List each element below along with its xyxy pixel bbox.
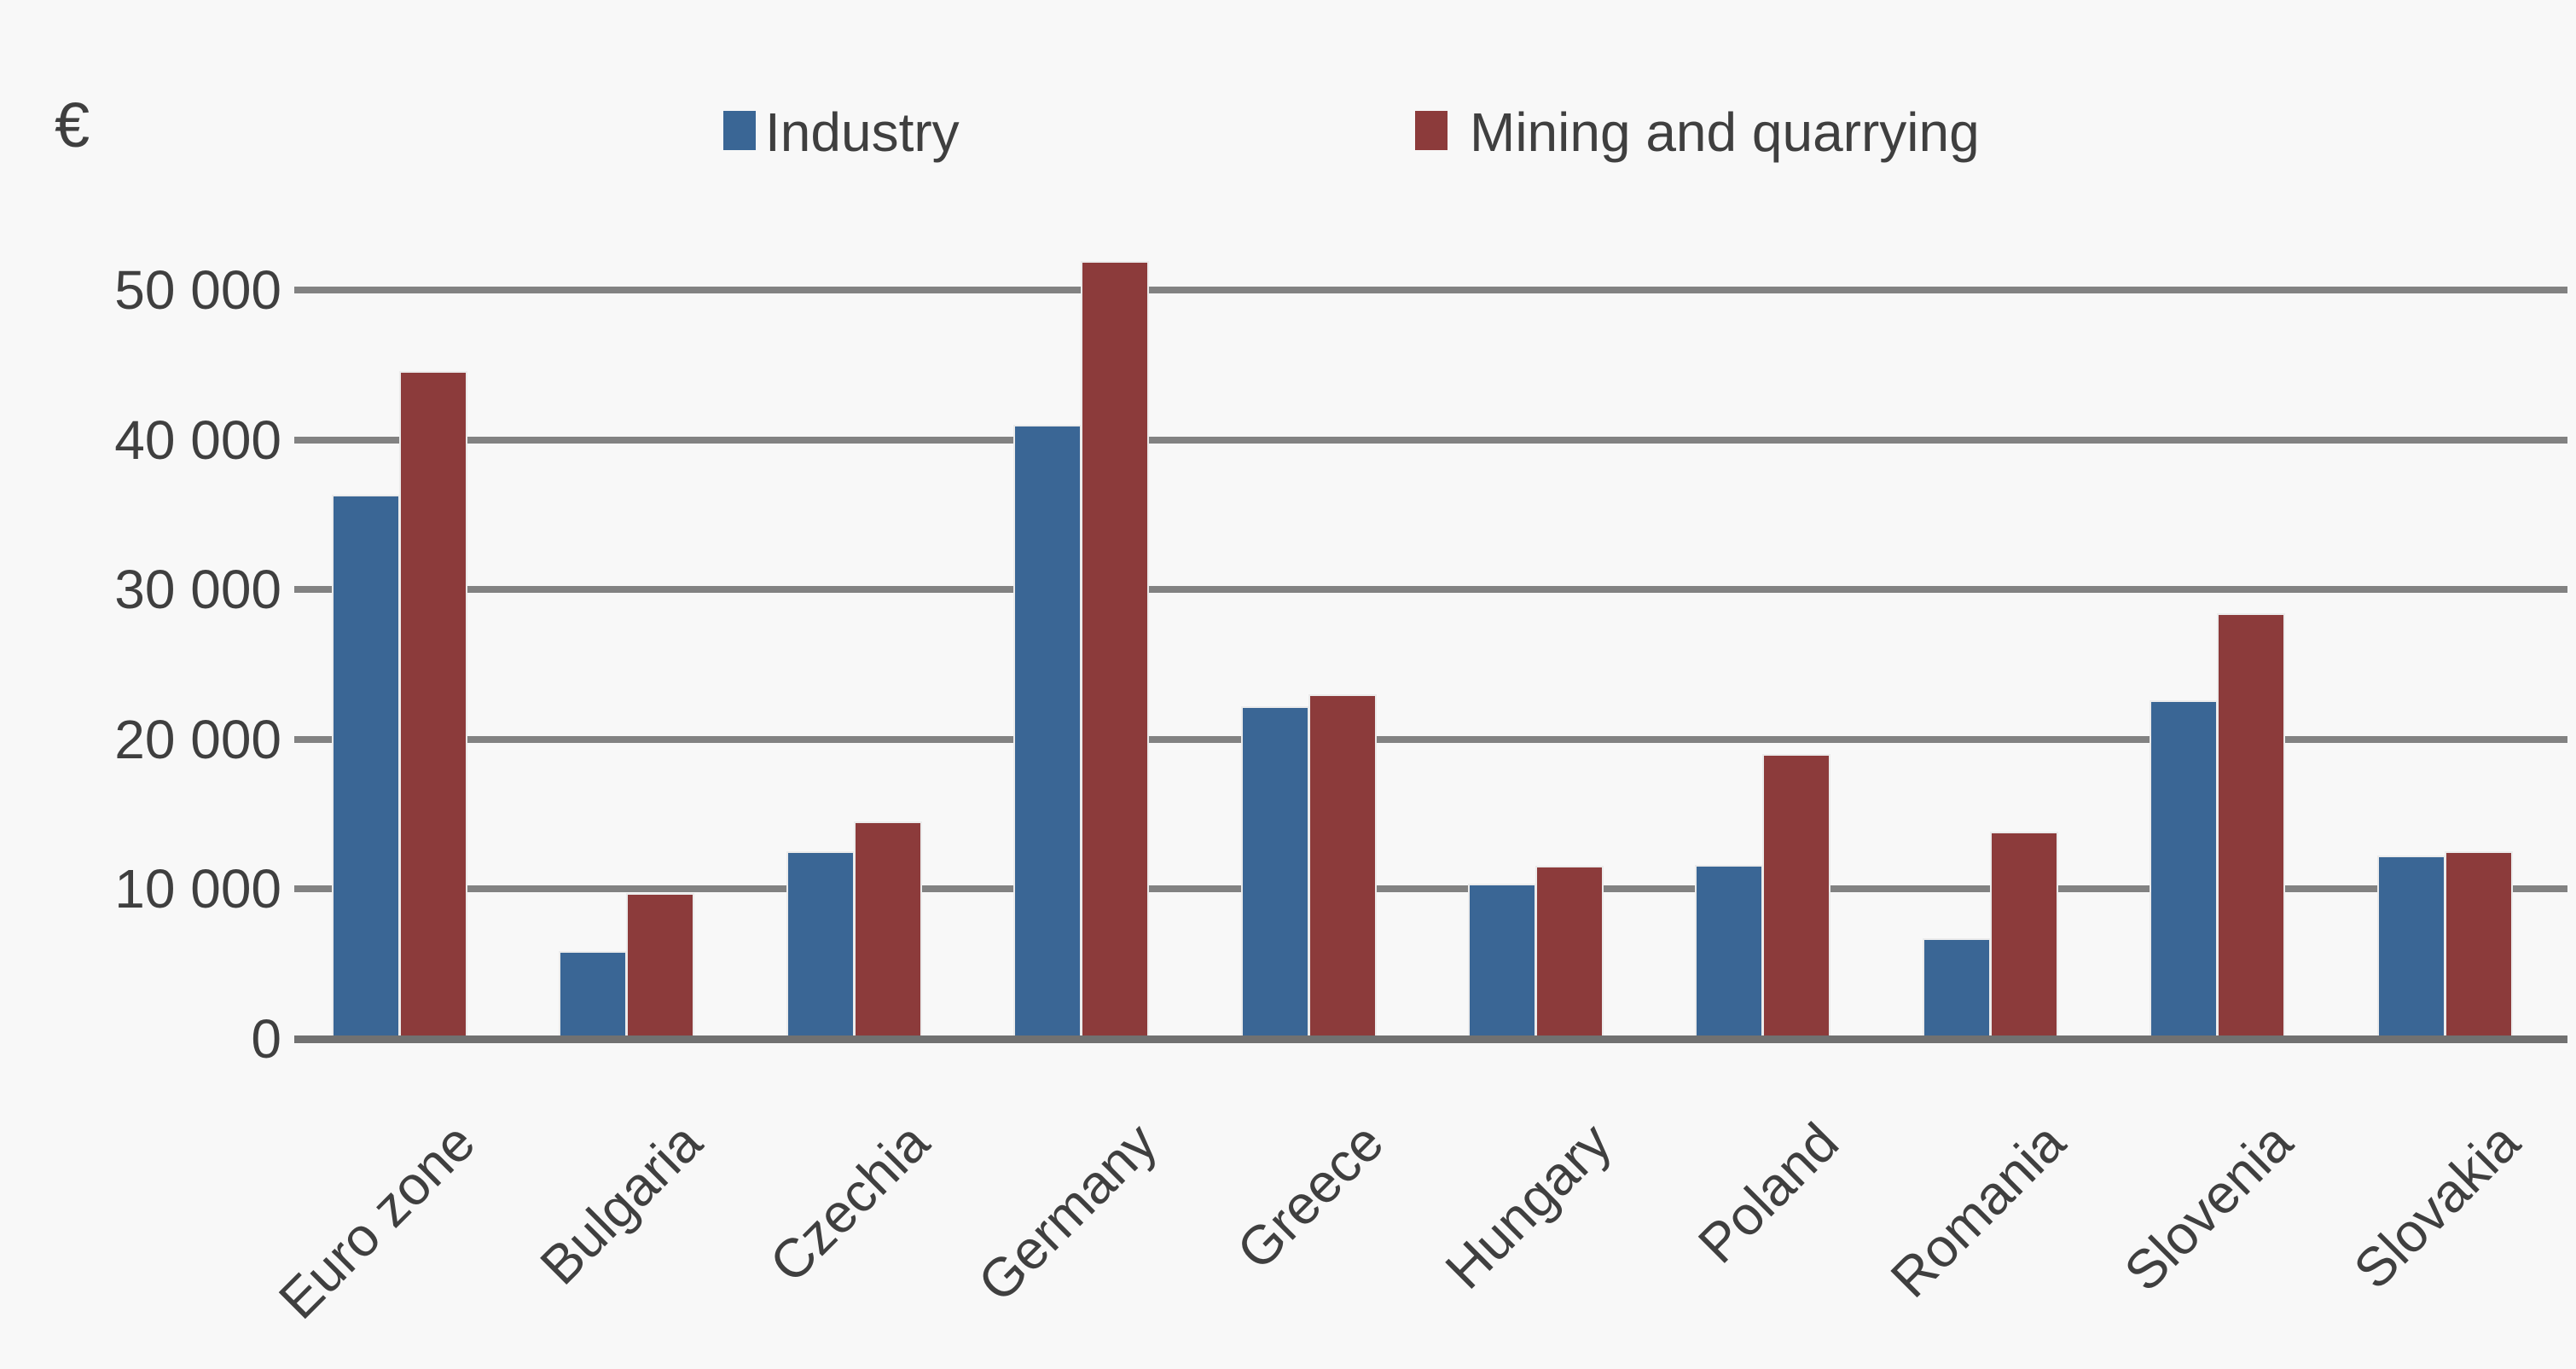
y-axis-unit-label: €: [55, 90, 90, 160]
bar-mining-and-quarrying-poland: [1764, 755, 1830, 1039]
x-label-holder-slovakia: Slovakia: [0, 1111, 2532, 1301]
legend-label-industry: Industry: [765, 102, 960, 163]
bar-mining-and-quarrying-bulgaria: [628, 895, 693, 1039]
x-axis-line-overlay: [294, 1035, 2567, 1043]
gridline-10000: [294, 885, 2567, 892]
bar-industry-bulgaria: [560, 953, 626, 1039]
gridline-40000: [294, 436, 2567, 444]
gridline-30000: [294, 586, 2567, 593]
bar-mining-and-quarrying-euro-zone: [401, 372, 466, 1039]
gridline-20000: [294, 735, 2567, 743]
bar-mining-and-quarrying-hungary: [1537, 867, 1602, 1039]
legend-swatch-industry: [723, 111, 756, 150]
y-tick-label-50000: 50 000: [114, 259, 281, 321]
bar-mining-and-quarrying-czechia: [855, 822, 920, 1039]
bar-industry-euro-zone: [334, 496, 398, 1039]
bar-industry-germany: [1015, 426, 1081, 1039]
bar-industry-hungary: [1470, 885, 1535, 1039]
bar-industry-poland: [1697, 866, 1762, 1039]
bar-mining-and-quarrying-slovenia: [2219, 614, 2284, 1039]
bar-industry-slovakia: [2378, 857, 2444, 1039]
bar-mining-and-quarrying-germany: [1082, 263, 1148, 1039]
y-tick-label-20000: 20 000: [114, 708, 281, 770]
y-tick-label-30000: 30 000: [114, 559, 281, 620]
bar-industry-romania: [1923, 939, 1989, 1039]
y-tick-label-40000: 40 000: [114, 409, 281, 471]
y-tick-label-10000: 10 000: [114, 858, 281, 919]
gridline-50000: [294, 287, 2567, 293]
x-category-label-slovakia: Slovakia: [2341, 1111, 2532, 1301]
y-tick-label-0: 0: [251, 1007, 281, 1070]
bar-industry-czechia: [787, 852, 853, 1039]
bar-mining-and-quarrying-romania: [1991, 833, 2057, 1039]
bar-industry-greece: [1242, 707, 1308, 1039]
legend-label-mining-and-quarrying: Mining and quarrying: [1470, 102, 1980, 163]
bar-industry-slovenia: [2151, 701, 2217, 1039]
legend-swatch-mining-and-quarrying: [1415, 111, 1448, 150]
bar-mining-and-quarrying-greece: [1309, 695, 1375, 1039]
bar-mining-and-quarrying-slovakia: [2445, 852, 2511, 1039]
